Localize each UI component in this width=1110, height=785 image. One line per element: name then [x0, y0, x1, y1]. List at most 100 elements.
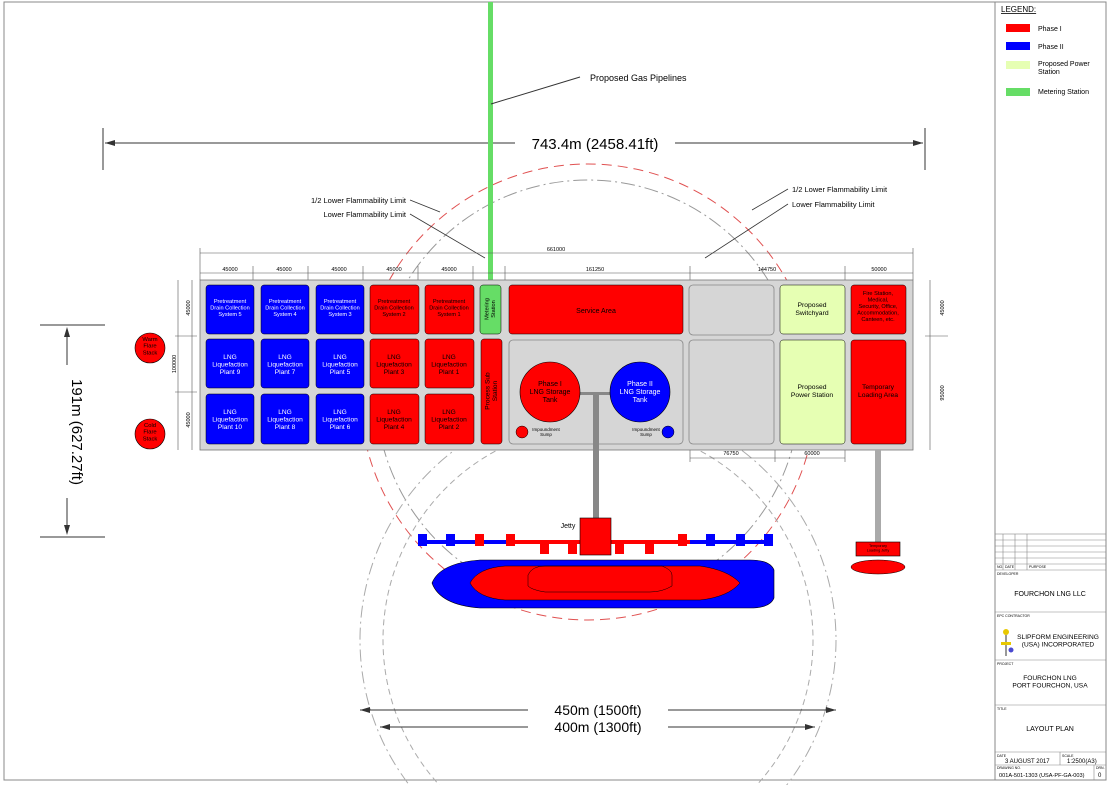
lng-plant-7-label: LNG Liquefaction Plant 7 — [267, 354, 303, 376]
empty-area-bottom — [688, 339, 775, 445]
lng-plant-6: LNG Liquefaction Plant 6 — [315, 393, 365, 445]
legend-label-metering: Metering Station — [1038, 89, 1089, 96]
drawing-caption: DRAWING NO. — [997, 766, 1021, 770]
dim-6: 161250 — [586, 267, 604, 273]
epc-logo-icon — [1001, 629, 1014, 656]
project-caption: PROJECT — [997, 662, 1014, 666]
phase-1-sump — [515, 425, 529, 439]
rev-header-no: NO. — [997, 565, 1003, 569]
dim-left-bot: 45000 — [186, 412, 192, 427]
jetty-label: Jetty — [561, 523, 576, 530]
developer-caption: DEVELOPER — [997, 572, 1019, 576]
drawing-border — [3, 1, 1107, 781]
warm-flare-label: Warm Flare Stack — [142, 337, 157, 356]
title-caption: TITLE — [997, 707, 1007, 711]
phase-2-tank-label: Phase II LNG Storage Tank — [620, 381, 661, 404]
pretreatment-system-5: Pretreatment Drain Collection System 5 — [205, 284, 255, 335]
metering-station: MeteringStation — [479, 284, 502, 335]
warm-flare-stack: Warm Flare Stack — [134, 332, 166, 364]
temporary-loading-area: Temporary Loading Area — [850, 339, 907, 445]
legend: LEGEND: Phase I Phase II Proposed Power S… — [1001, 5, 1090, 96]
lng-plant-4-label: LNG Liquefaction Plant 4 — [376, 409, 412, 431]
fire-station-block: Fire Station, Medical, Security, Office, Ac… — [850, 284, 907, 335]
lng-plant-5-label: LNG Liquefaction Plant 5 — [322, 354, 358, 376]
service-area: Service Area — [508, 284, 684, 335]
width-dimension-label: 743.4m (2458.41ft) — [532, 136, 659, 153]
lng-plant-3-label: LNG Liquefaction Plant 3 — [376, 354, 412, 376]
phase-2-sump — [661, 425, 675, 439]
pretreatment-system-5-label: Pretreatment Drain Collection System 5 — [210, 299, 249, 318]
legend-swatch-phase-1 — [1006, 24, 1030, 32]
date-value: 3 AUGUST 2017 — [1005, 759, 1050, 765]
flammability-labels: 1/2 Lower Flammability Limit Lower Flamm… — [311, 185, 888, 259]
lng-plant-9: LNG Liquefaction Plant 9 — [205, 338, 255, 389]
right-lfl-label: Lower Flammability Limit — [792, 200, 875, 209]
lng-plant-2: LNG Liquefaction Plant 2 — [424, 393, 475, 445]
jetty-trestle — [593, 395, 599, 520]
scale-caption: SCALE — [1062, 754, 1074, 758]
height-dimension-label: 191m (627.27ft) — [68, 379, 85, 485]
title-block — [994, 533, 1107, 781]
dim-right-bot: 95000 — [940, 385, 946, 400]
top-dimensions — [199, 248, 914, 280]
metering-station-label: MeteringStation — [485, 298, 497, 320]
tank-connector — [550, 392, 640, 395]
empty-area-top — [688, 284, 775, 336]
epc-name: SLIPFORM ENGINEERING (USA) INCORPORATED — [1017, 634, 1099, 649]
pretreatment-system-2: Pretreatment Drain Collection System 2 — [369, 284, 420, 335]
project-name: FOURCHON LNG PORT FOURCHON, USA — [1012, 675, 1088, 690]
lng-plant-1: LNG Liquefaction Plant 1 — [424, 338, 475, 389]
barge — [850, 559, 906, 575]
lng-plant-8-label: LNG Liquefaction Plant 8 — [267, 409, 303, 431]
legend-title: LEGEND: — [1001, 5, 1036, 14]
lng-plant-9-label: LNG Liquefaction Plant 9 — [212, 354, 248, 376]
circle-450-label: 450m (1500ft) — [554, 702, 641, 718]
legend-label-phase-1: Phase I — [1038, 26, 1062, 33]
dim-8: 50000 — [871, 267, 886, 273]
legend-swatch-metering — [1006, 88, 1030, 96]
revision-value: 0 — [1098, 773, 1102, 779]
phase-1-sump-label: Impoundment Sump — [532, 427, 560, 437]
proposed-power-station-label: Proposed Power Station — [791, 384, 834, 399]
circle-dimensions — [360, 709, 836, 728]
left-lfl-label: Lower Flammability Limit — [323, 210, 406, 219]
width-dimension: 743.4m (2458.41ft) — [102, 128, 926, 170]
dim-3: 45000 — [331, 267, 346, 273]
phase-2-sump-label: Impoundment Sump — [632, 427, 660, 437]
phase-1-tank-label: Phase I LNG Storage Tank — [530, 381, 571, 404]
rev-header-purpose: PURPOSE — [1029, 565, 1047, 569]
dim-bottom-2: 60000 — [804, 451, 819, 457]
pipeline-label: Proposed Gas Pipelines — [590, 73, 687, 83]
lng-plant-8: LNG Liquefaction Plant 8 — [260, 393, 310, 445]
pretreatment-system-2-label: Pretreatment Drain Collection System 2 — [374, 299, 413, 318]
dim-4: 45000 — [386, 267, 401, 273]
dim-left-top: 45000 — [186, 300, 192, 315]
pretreatment-system-3-label: Pretreatment Drain Collection System 3 — [320, 299, 359, 318]
dim-left-mid: 100000 — [172, 355, 178, 373]
phase-2-tank: Phase II LNG Storage Tank — [609, 361, 671, 423]
dim-overall: 661000 — [547, 247, 565, 253]
lng-plant-3: LNG Liquefaction Plant 3 — [369, 338, 420, 389]
service-area-label: Service Area — [576, 308, 616, 315]
legend-label-phase-2: Phase II — [1038, 44, 1064, 51]
fire-station-label: Fire Station, Medical, Security, Office, Ac… — [857, 291, 899, 323]
legend-label-power-station: Proposed Power Station — [1038, 61, 1090, 76]
process-sub-station-label: Process SubStation — [485, 372, 500, 410]
epc-caption: EPC CONTRACTOR — [997, 614, 1030, 618]
dim-7: 144750 — [758, 267, 776, 273]
legend-swatch-phase-2 — [1006, 42, 1030, 50]
dim-2: 45000 — [276, 267, 291, 273]
gas-pipeline — [488, 2, 493, 284]
side-dimensions — [175, 280, 948, 462]
dim-1: 45000 — [222, 267, 237, 273]
pretreatment-system-4-label: Pretreatment Drain Collection System 4 — [265, 299, 304, 318]
pretreatment-system-1: Pretreatment Drain Collection System 1 — [424, 284, 475, 335]
dim-bottom-1: 76750 — [723, 451, 738, 457]
rev-caption: DRN. — [1096, 766, 1105, 770]
scale-value: 1:2500(A3) — [1067, 759, 1097, 765]
proposed-switchyard: Proposed Switchyard — [779, 284, 846, 335]
temp-jetty-label: Temporary Loading Jetty — [867, 544, 890, 552]
rev-header-date: DATE — [1005, 565, 1015, 569]
cold-flare-label: Cold Flare Stack — [143, 423, 158, 442]
cold-flare-stack: Cold Flare Stack — [134, 418, 166, 450]
